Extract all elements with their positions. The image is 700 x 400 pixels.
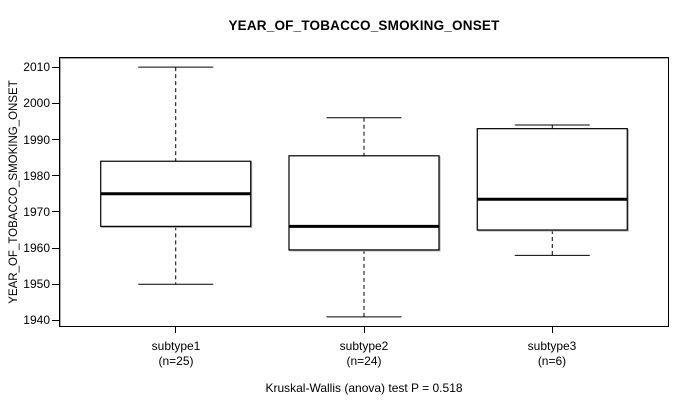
y-tick-label: 2010 [23, 60, 50, 74]
category-sample-size: (n=25) [158, 354, 194, 368]
y-tick-label: 1950 [23, 277, 50, 291]
y-tick-mark [52, 211, 59, 212]
box-rect [476, 128, 628, 231]
box-rect [288, 155, 440, 251]
y-tick-label: 1960 [23, 241, 50, 255]
category-name: subtype1 [151, 339, 201, 353]
plot-border [59, 57, 669, 327]
y-tick-mark [52, 139, 59, 140]
y-tick-mark [52, 320, 59, 321]
y-tick-mark [52, 103, 59, 104]
x-tick-mark [175, 327, 176, 333]
y-tick-mark [52, 175, 59, 176]
x-tick-mark [552, 327, 553, 333]
plot-area [59, 57, 669, 327]
category-label: subtype1 (n=25) [96, 339, 256, 369]
y-tick-label: 1940 [23, 313, 50, 327]
y-tick-label: 1980 [23, 169, 50, 183]
x-tick-mark [364, 327, 365, 333]
y-tick-label: 2000 [23, 96, 50, 110]
chart-title: YEAR_OF_TOBACCO_SMOKING_ONSET [228, 18, 500, 33]
category-name: subtype3 [527, 339, 577, 353]
category-sample-size: (n=24) [346, 354, 382, 368]
stat-test-result: Kruskal-Wallis (anova) test P = 0.518 [265, 381, 463, 395]
plot-border-shadow [60, 58, 669, 327]
category-name: subtype2 [339, 339, 389, 353]
category-label: subtype3 (n=6) [472, 339, 632, 369]
y-tick-label: 1970 [23, 205, 50, 219]
y-tick-mark [52, 67, 59, 68]
y-tick-mark [52, 284, 59, 285]
y-tick-label: 1990 [23, 133, 50, 147]
y-tick-mark [52, 248, 59, 249]
category-sample-size: (n=6) [537, 354, 567, 368]
category-label: subtype2 (n=24) [284, 339, 444, 369]
